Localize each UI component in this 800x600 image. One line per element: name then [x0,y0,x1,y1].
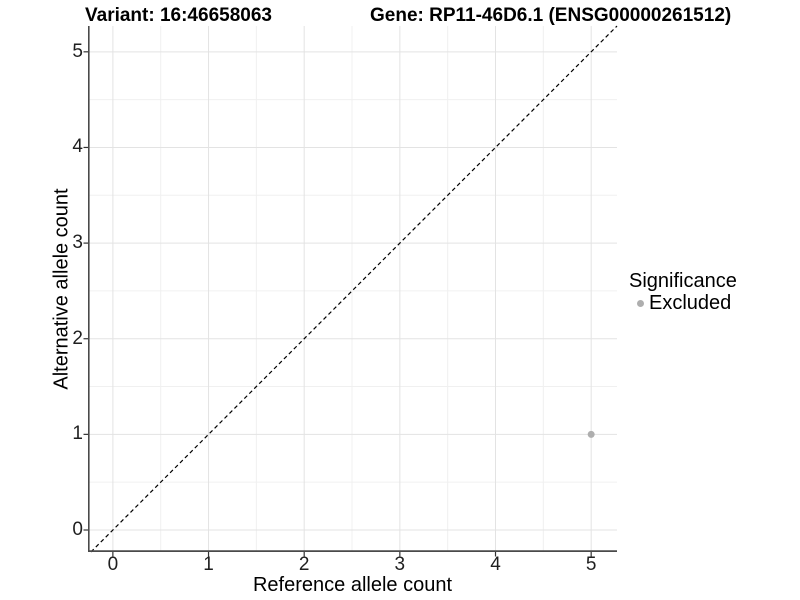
y-tick-label: 5 [72,40,83,62]
y-axis-title: Alternative allele count [50,188,73,390]
x-tick-label: 5 [585,554,597,575]
x-tick-label: 1 [203,554,214,575]
y-tick-label: 2 [72,327,83,349]
data-point-excluded [587,430,595,438]
gene-title: Gene: RP11-46D6.1 (ENSG00000261512) [370,5,732,26]
y-tick-label: 3 [72,232,83,254]
x-tick-label: 0 [107,554,119,575]
legend-title: Significance [629,270,737,292]
x-tick-label: 4 [490,554,501,575]
x-tick-label: 3 [394,554,406,575]
x-tick-label: 2 [298,554,310,575]
y-tick-label: 1 [72,423,83,445]
legend-item-label: Excluded [649,292,732,314]
plot-panel [83,25,618,557]
identity-line [90,25,618,553]
legend: Significance Excluded [629,270,737,314]
excluded-point-icon [637,300,644,307]
y-tick-label: 0 [72,519,83,540]
y-tick-label: 4 [72,136,83,158]
variant-title: Variant: 16:46658063 [85,5,272,26]
x-axis-title: Reference allele count [252,574,452,596]
legend-item-excluded: Excluded [629,293,737,314]
